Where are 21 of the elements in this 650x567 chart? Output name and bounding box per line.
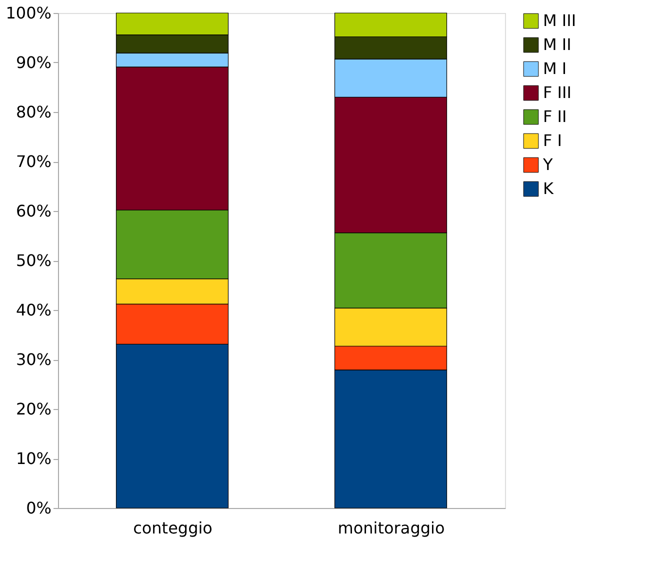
y-tick-label: 100% — [6, 4, 52, 22]
legend-label: F III — [543, 83, 572, 102]
y-tick-label: 30% — [16, 350, 52, 369]
y-tick-label: 90% — [16, 53, 52, 72]
y-tick-label: 70% — [16, 152, 52, 171]
legend-label: M II — [543, 35, 572, 54]
legend-label: K — [543, 179, 554, 198]
legend-label: M I — [543, 59, 567, 78]
x-tick-label: conteggio — [133, 518, 212, 538]
legend-label: Y — [542, 155, 553, 174]
y-tick-label: 60% — [16, 202, 52, 220]
legend-label: M III — [543, 11, 576, 30]
y-tick-label: 50% — [16, 251, 52, 270]
legend-label: F II — [543, 107, 567, 126]
y-tick-label: 80% — [16, 102, 52, 122]
y-tick-label: 10% — [16, 449, 52, 468]
x-tick-label: monitoraggio — [338, 518, 445, 538]
y-tick-label: 40% — [16, 300, 52, 320]
y-tick-label: 20% — [16, 400, 52, 418]
legend-label: F I — [543, 131, 562, 150]
y-tick-label: 0% — [26, 498, 52, 518]
